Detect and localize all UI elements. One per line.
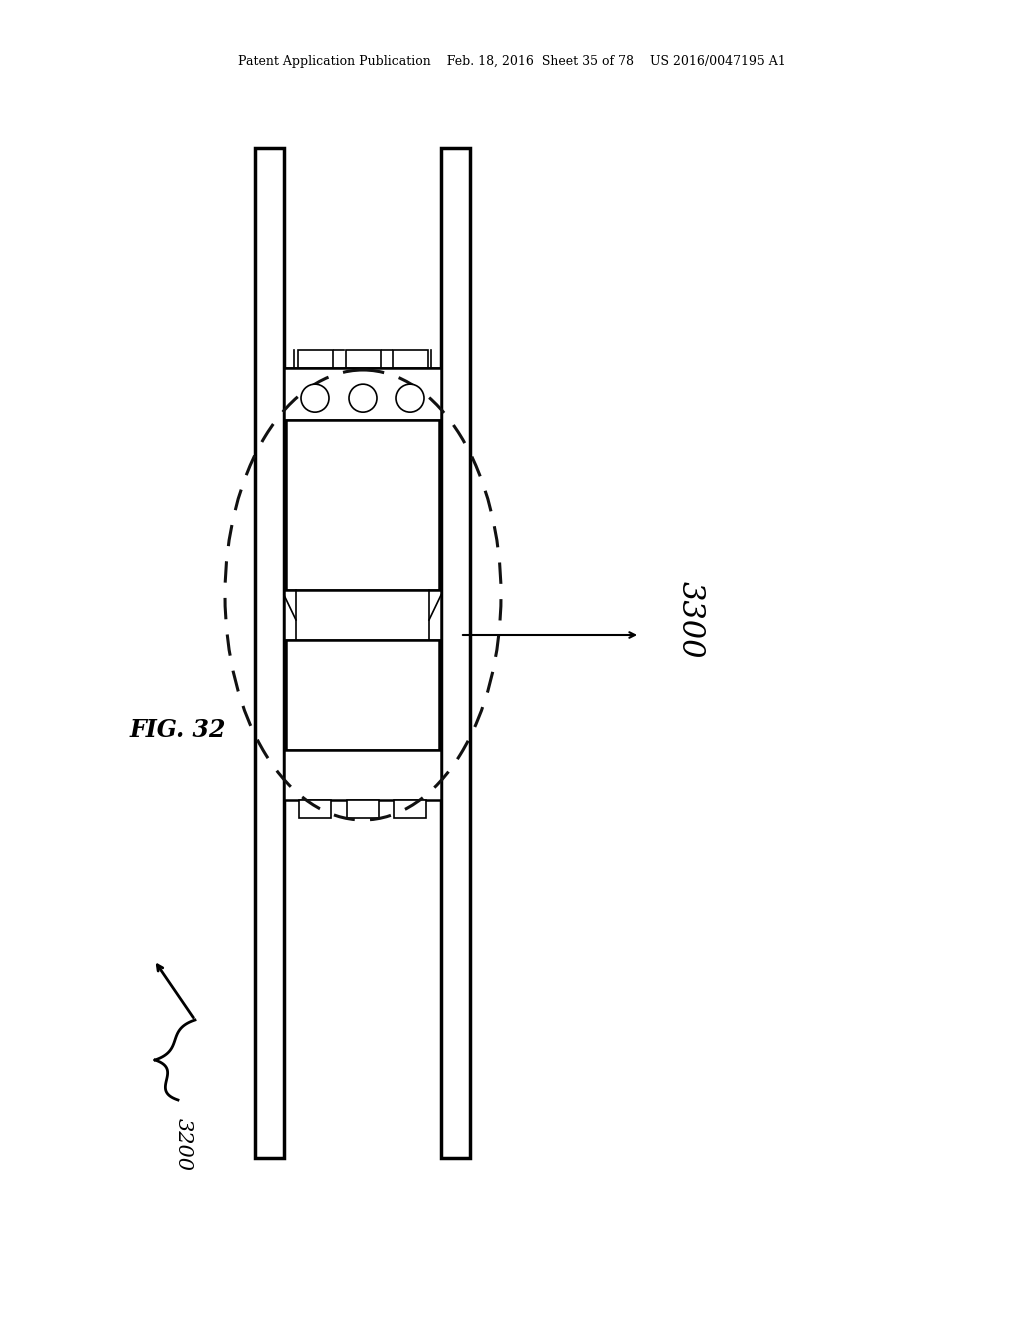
Bar: [284, 590, 441, 640]
Text: FIG. 32: FIG. 32: [130, 718, 226, 742]
Bar: [286, 640, 439, 750]
Bar: [441, 148, 470, 1158]
Bar: [286, 420, 439, 590]
Text: Patent Application Publication    Feb. 18, 2016  Sheet 35 of 78    US 2016/00471: Patent Application Publication Feb. 18, …: [239, 55, 785, 69]
Bar: [284, 368, 441, 420]
Circle shape: [396, 384, 424, 412]
Bar: [346, 350, 381, 368]
Bar: [393, 350, 428, 368]
Bar: [298, 350, 333, 368]
Circle shape: [301, 384, 329, 412]
Circle shape: [349, 384, 377, 412]
Bar: [299, 800, 331, 818]
Bar: [255, 148, 284, 1158]
Text: 3300: 3300: [675, 581, 706, 659]
Text: 3200: 3200: [173, 1118, 193, 1172]
Bar: [347, 800, 379, 818]
Bar: [394, 800, 426, 818]
Bar: [284, 750, 441, 800]
